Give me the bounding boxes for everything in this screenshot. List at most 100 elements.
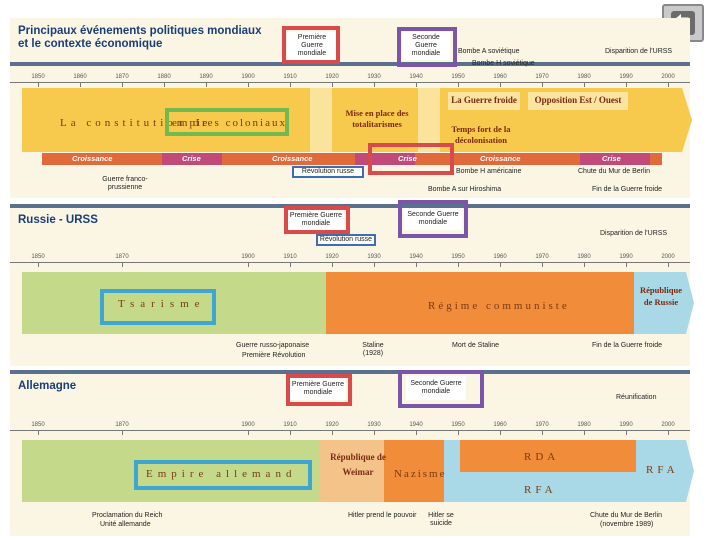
bombe-a-sov-label: Bombe A soviétique [458, 48, 520, 55]
scale-tick-mark [38, 262, 39, 267]
scale-year-label: 1960 [493, 422, 507, 428]
rda-label: RDA [524, 451, 560, 463]
ww1-highlight-3 [286, 374, 352, 406]
scale-year-label: 1900 [241, 254, 255, 260]
opposition-label: Opposition Est / Ouest [534, 95, 622, 105]
scale-tick-mark [458, 430, 459, 435]
scale-tick-mark [38, 82, 39, 87]
scale-year-label: 1980 [577, 254, 591, 260]
scale-year-label: 1990 [619, 74, 633, 80]
scale-tick-mark [626, 262, 627, 267]
franco-prussienne-label: Guerre franco-prussienne [102, 176, 148, 191]
phase-label-3: Croissance [272, 154, 313, 163]
urss-end-label-2: Disparition de l'URSS [600, 230, 668, 237]
premiere-revolution-label: Première Révolution [242, 352, 306, 359]
ww1-label-3: Première Guerre mondiale [290, 378, 346, 400]
scale-year-label: 1850 [31, 254, 45, 260]
section1-title-line2: et le contexte économique [18, 38, 163, 50]
phase-crisis-3 [580, 153, 650, 165]
scale-tick-mark [584, 262, 585, 267]
band-arrow [682, 88, 692, 152]
regime-label: Régime communiste [428, 300, 570, 312]
bombe-h-sov-label: Bombe H soviétique [472, 60, 535, 67]
scale-year-label: 1980 [577, 74, 591, 80]
rfa-band [460, 472, 636, 502]
scale-tick-mark [290, 262, 291, 267]
tsarisme-label: Tsarisme [118, 298, 206, 310]
scale-tick-mark [38, 430, 39, 435]
scale-year-label: 1920 [325, 74, 339, 80]
hitler-pouvoir-label: Hitler prend le pouvoir [348, 512, 417, 519]
unified-band [636, 440, 686, 502]
scale-year-label: 1870 [115, 74, 129, 80]
ww1-label: Première Guerre mondiale [287, 32, 337, 60]
scale-tick-mark [542, 430, 543, 435]
hitler-suicide-label: Hitler se suicide [428, 512, 454, 527]
ww1-highlight [282, 26, 340, 64]
scale-year-label: 1940 [409, 422, 423, 428]
scale-tick-mark [416, 430, 417, 435]
scale-tick-mark [80, 82, 81, 87]
scale-year-label: 1950 [451, 422, 465, 428]
proclamation-label: Proclamation du Reich [92, 512, 163, 519]
nazi-band [384, 440, 444, 502]
phase-label-2: Crise [182, 154, 201, 163]
section1-header-line [10, 62, 690, 66]
ww2-highlight-2 [398, 200, 468, 238]
scale-year-label: 1920 [325, 254, 339, 260]
staline-label: Staline (1928) [362, 342, 384, 357]
revolution-label-2: Révolution russe [316, 234, 376, 246]
scale-tick-mark [290, 82, 291, 87]
scale-year-label: 1900 [241, 74, 255, 80]
scale-year-label: 1930 [367, 422, 381, 428]
empire-label: Empire allemand [146, 468, 297, 480]
war1-shade [310, 88, 332, 152]
phase-crisis-1 [162, 153, 222, 165]
scale-tick-mark [458, 82, 459, 87]
scale-tick-mark [332, 430, 333, 435]
rfa-label-1: RFA [524, 484, 557, 496]
opposition-box [528, 92, 628, 110]
scale-tick-mark [584, 82, 585, 87]
scale-year-label: 1910 [283, 74, 297, 80]
scale-tick-mark [206, 82, 207, 87]
scale-year-label: 1910 [283, 422, 297, 428]
scale-tick-mark [248, 262, 249, 267]
fin-guerre-froide-label-1: Fin de la Guerre froide [592, 186, 663, 193]
crisis-highlight-box [368, 143, 454, 175]
scale-tick-mark [374, 82, 375, 87]
scale-tick-mark [374, 430, 375, 435]
novembre-label: (novembre 1989) [600, 521, 654, 528]
scale-tick-mark [122, 262, 123, 267]
phase-label-6: Crise [602, 154, 621, 163]
totalitarismes-label: Mise en place des totalitarismes [345, 108, 409, 129]
mort-staline-label: Mort de Staline [452, 342, 500, 349]
scale-tick-mark [332, 262, 333, 267]
scale-tick-mark [122, 430, 123, 435]
scale-year-label: 2000 [661, 74, 675, 80]
scale-tick-mark [122, 82, 123, 87]
scale-tick-mark [500, 430, 501, 435]
ww2-label-2: Seconde Guerre mondiale [404, 208, 462, 230]
phase-strip [42, 153, 662, 165]
section1-title: Principaux événements politiques mondiau… [18, 25, 261, 51]
ww2-label: Seconde Guerre mondiale [402, 32, 450, 60]
phase-label-1: Croissance [72, 154, 113, 163]
section2-header-line [10, 204, 690, 208]
nazisme-label: Nazisme [394, 468, 447, 480]
rda-band [460, 440, 636, 472]
scale-year-label: 1950 [451, 254, 465, 260]
scale-tick-mark [584, 430, 585, 435]
bombe-h-am-label: Bombe H américaine [456, 168, 522, 175]
empire-highlight [134, 460, 312, 490]
weimar-label: République de Weimar [330, 452, 386, 477]
scale-tick-mark [500, 262, 501, 267]
scale-line [10, 262, 690, 263]
scale-year-label: 1960 [493, 74, 507, 80]
bombe-a-hiro-label: Bombe A sur Hiroshima [428, 186, 502, 193]
russia-arrow [686, 272, 694, 334]
scale-tick-mark [668, 430, 669, 435]
scale-year-label: 1940 [409, 254, 423, 260]
scale-tick-mark [290, 430, 291, 435]
scale-tick-mark [542, 262, 543, 267]
